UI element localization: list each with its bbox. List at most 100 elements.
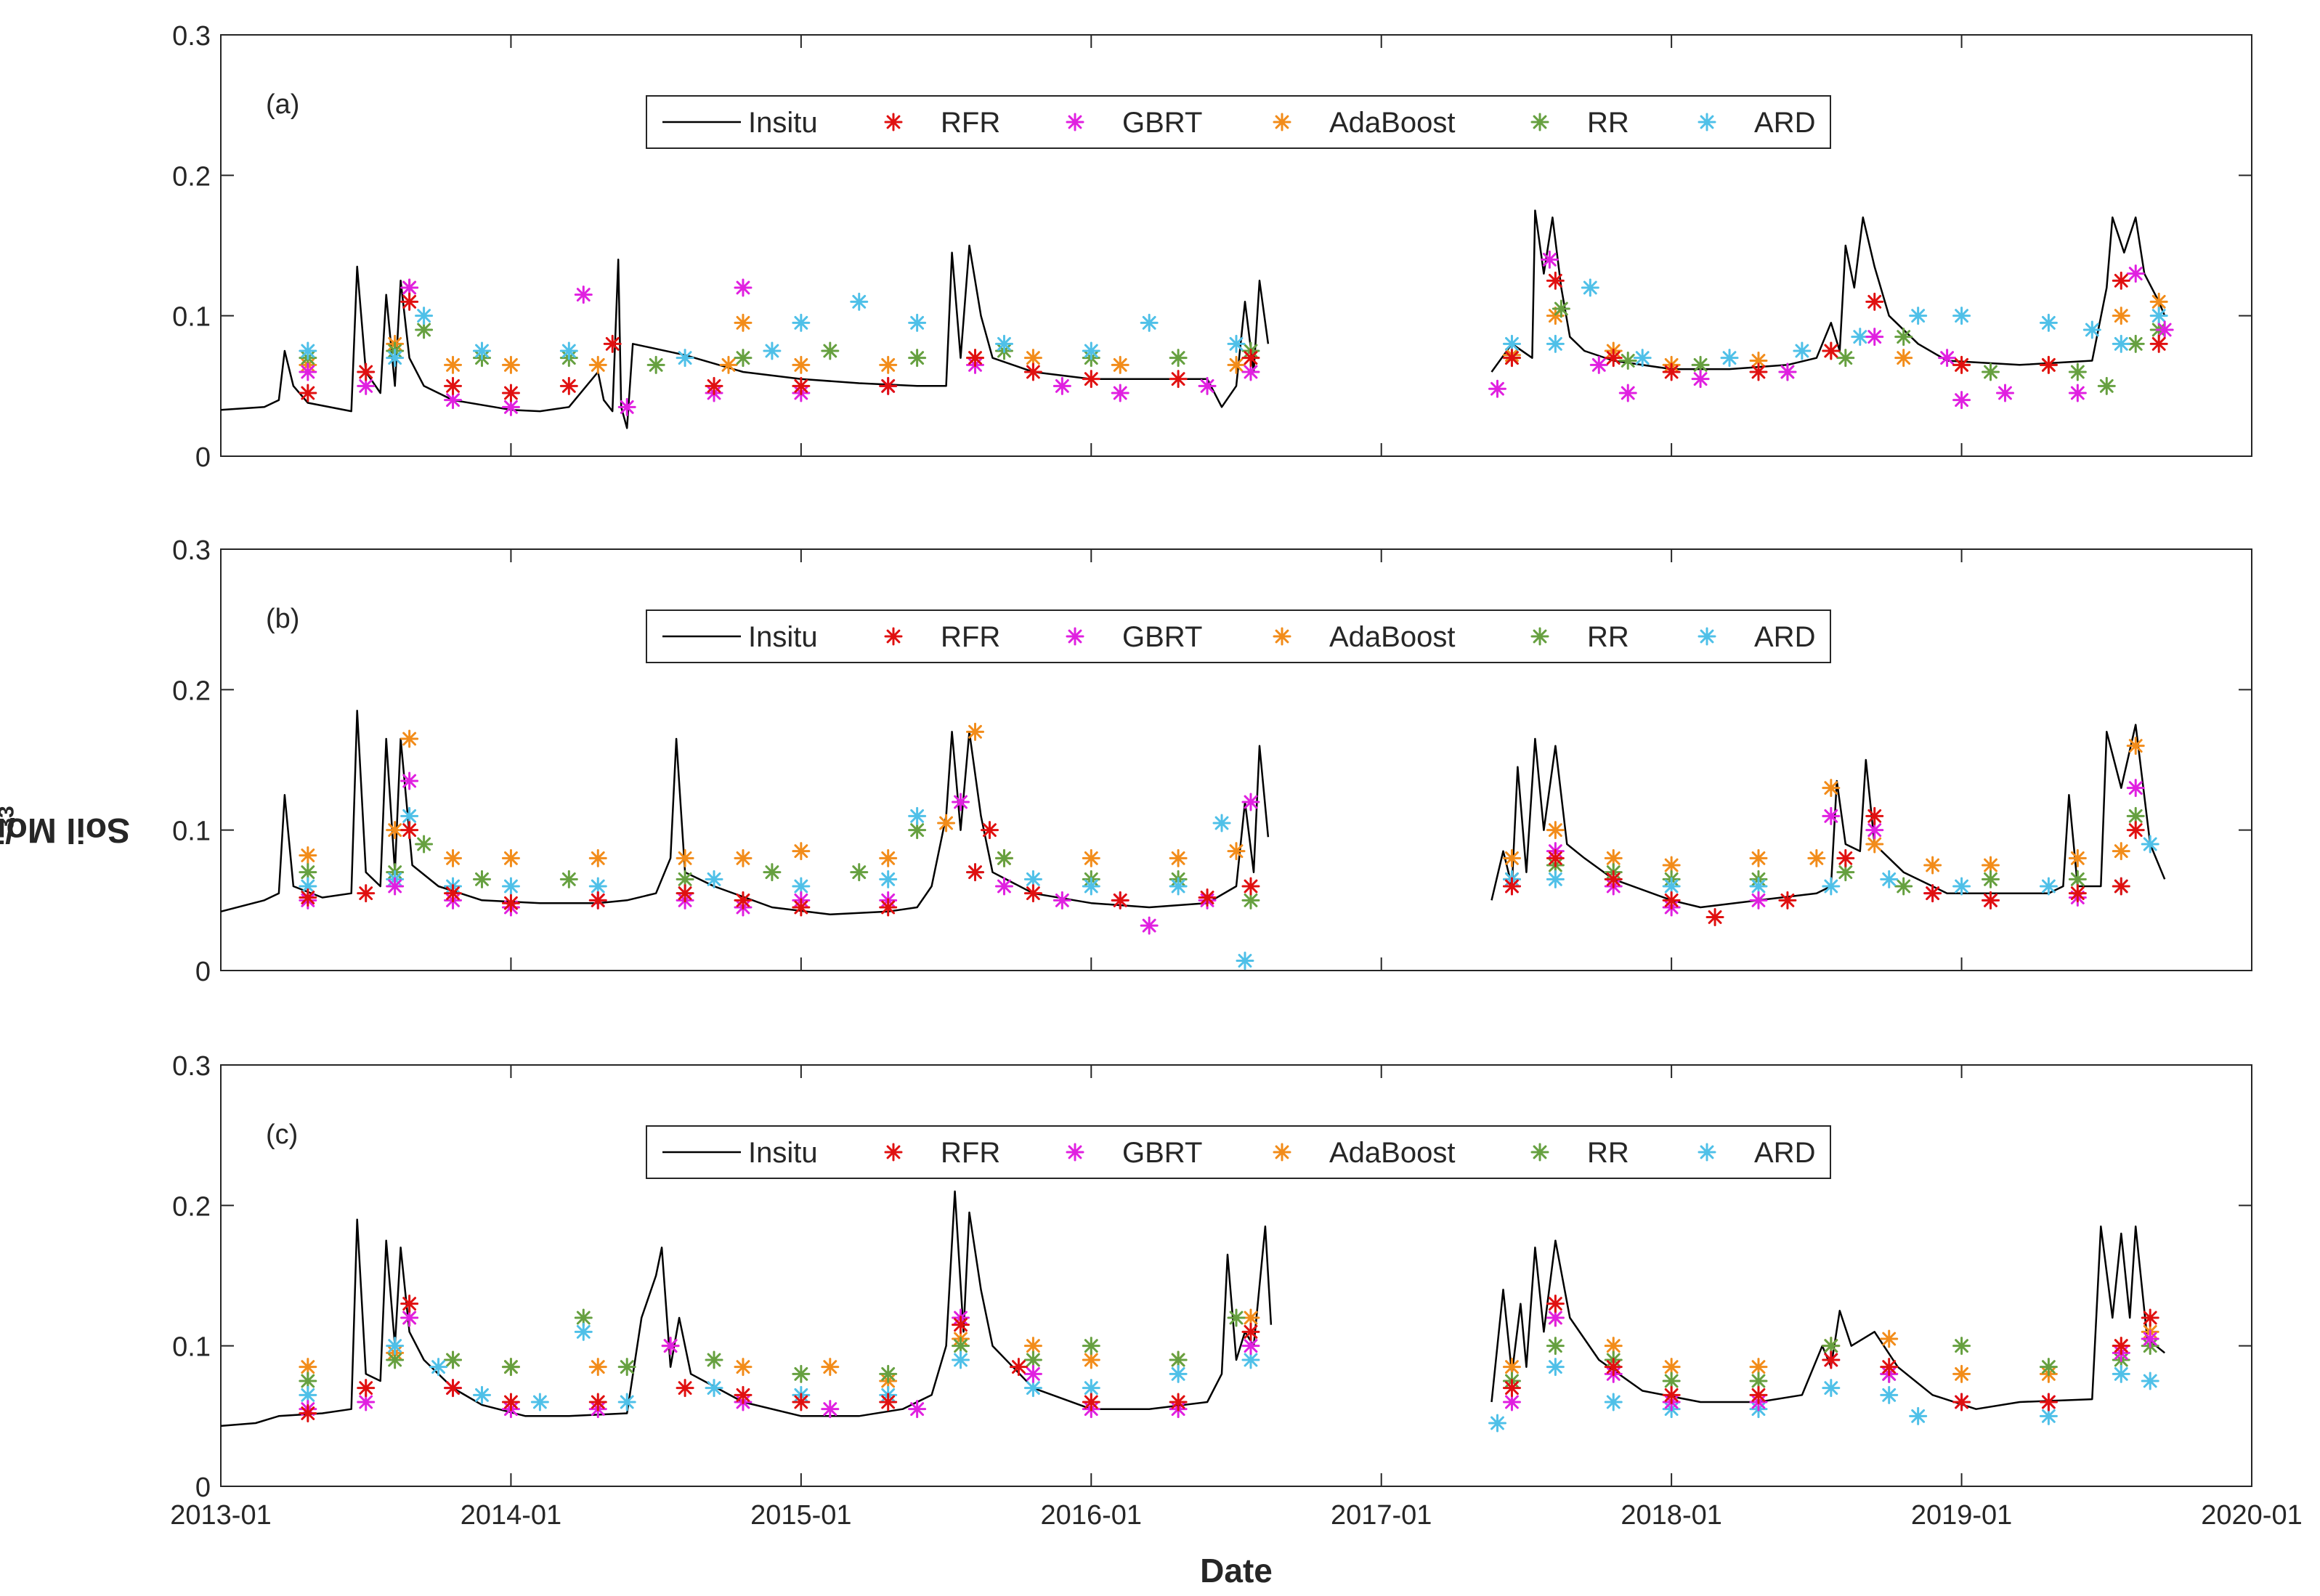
point-rfr (400, 292, 419, 311)
point-ard (908, 313, 927, 332)
legend-marker-rfr (884, 113, 903, 131)
point-rfr (299, 1403, 317, 1422)
point-ard (1169, 877, 1188, 896)
point-adaboost (879, 848, 898, 867)
x-tick-label: 2016-01 (1041, 1500, 1142, 1531)
x-tick-label: 2014-01 (461, 1500, 561, 1531)
point-rr (1082, 1337, 1100, 1356)
point-rr (792, 1364, 811, 1383)
point-rfr (1705, 908, 1724, 927)
point-adaboost (386, 821, 405, 840)
legend-label-rfr: RFR (941, 1137, 1000, 1169)
point-rfr (1111, 891, 1129, 910)
point-rr (1982, 362, 2000, 381)
point-adaboost (734, 313, 753, 332)
point-adaboost (966, 722, 985, 741)
point-gbrt (1540, 250, 1559, 269)
point-ard (1502, 334, 1521, 353)
point-rfr (603, 334, 622, 353)
point-ard (1909, 307, 1928, 325)
point-rfr (1880, 1358, 1899, 1377)
point-rr (617, 1358, 636, 1377)
point-rfr (444, 884, 463, 903)
point-rr (646, 355, 665, 374)
point-ard (472, 1385, 491, 1404)
point-rfr (1082, 1393, 1100, 1411)
legend-box (646, 95, 1831, 149)
point-adaboost (2126, 737, 2145, 756)
legend-label-gbrt: GBRT (1122, 107, 1202, 139)
point-gbrt (2068, 384, 2087, 402)
legend-label-insitu: Insitu (748, 107, 818, 139)
point-rr (1618, 352, 1637, 370)
point-gbrt (1241, 1337, 1260, 1356)
point-gbrt (1691, 370, 1710, 389)
point-rfr (299, 384, 317, 402)
y-tick-label: 0.1 (172, 817, 211, 847)
x-tick-label: 2018-01 (1621, 1500, 1721, 1531)
point-adaboost (444, 848, 463, 867)
point-gbrt (1111, 384, 1129, 402)
point-ard (1546, 870, 1565, 888)
point-rfr (2112, 1337, 2130, 1356)
point-ard (299, 341, 317, 360)
legend: Insitu RFR GBRT AdaBoost RR ARD (646, 95, 1831, 149)
point-rfr (1662, 1385, 1681, 1404)
y-tick-label: 0.2 (172, 161, 211, 192)
point-rfr (1198, 888, 1217, 907)
point-adaboost (299, 846, 317, 864)
point-adaboost (1749, 1358, 1768, 1377)
legend-marker-rr (1530, 113, 1549, 131)
point-rr (908, 349, 927, 368)
point-gbrt (2126, 264, 2145, 283)
point-rr (2097, 376, 2116, 395)
point-rr (1552, 299, 1570, 318)
panel-c: 0 0.1 0.2 0.3 2013-01 2014-01 2015-01 2016-01 20… (170, 1051, 2302, 1531)
point-rr (1894, 877, 1913, 896)
point-rr (1894, 328, 1913, 347)
point-gbrt (400, 771, 419, 790)
legend-box (646, 609, 1831, 663)
point-rfr (1662, 891, 1681, 910)
point-gbrt (1618, 384, 1637, 402)
point-rr (501, 1358, 520, 1377)
point-adaboost (1502, 848, 1521, 867)
point-adaboost (734, 848, 753, 867)
insitu-line (220, 710, 1270, 915)
point-gbrt (1995, 384, 2014, 402)
point-ard (1822, 1379, 1841, 1398)
legend: Insitu RFR GBRT AdaBoost RR ARD (646, 609, 1831, 663)
point-rr (2126, 334, 2145, 353)
point-rfr (734, 891, 753, 910)
point-rr (705, 1350, 723, 1369)
panel-label: (b) (266, 604, 299, 634)
legend-marker-adaboost (1273, 113, 1291, 131)
point-rfr (1169, 370, 1188, 389)
point-gbrt (1023, 1364, 1042, 1383)
point-rr (1952, 1337, 1971, 1356)
point-rr (1662, 1372, 1681, 1390)
point-rfr (1836, 848, 1855, 867)
point-rfr (1749, 362, 1768, 381)
point-ard (792, 313, 811, 332)
point-rr (559, 870, 578, 888)
point-rfr (1169, 1393, 1188, 1411)
point-rr (994, 848, 1013, 867)
point-rfr (980, 821, 999, 840)
point-gbrt (2155, 320, 2174, 339)
y-tick-label: 0.3 (172, 21, 211, 52)
point-rr (1836, 863, 1855, 882)
point-adaboost (1169, 848, 1188, 867)
point-rfr (2039, 1393, 2058, 1411)
point-rfr (734, 1385, 753, 1404)
legend-marker-gbrt (1066, 1143, 1084, 1162)
point-ard (1546, 1358, 1565, 1377)
point-ard (2039, 877, 2058, 896)
point-rfr (1502, 1379, 1521, 1398)
legend-label-rfr: RFR (941, 107, 1000, 139)
point-rfr (444, 1379, 463, 1398)
point-gbrt (574, 285, 593, 304)
legend-box (646, 1125, 1831, 1179)
point-rr (734, 349, 753, 368)
